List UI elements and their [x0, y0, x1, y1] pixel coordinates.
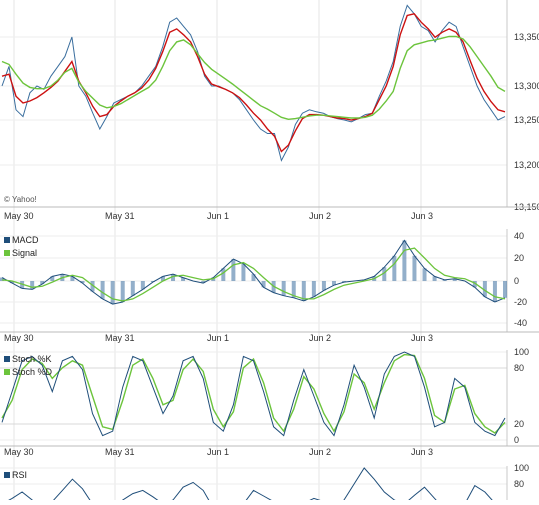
x-tick-label: Jun 3 — [411, 333, 433, 343]
legend-label-signal: Signal — [12, 248, 37, 258]
y-tick-label: 80 — [514, 363, 524, 373]
y-tick-label: 80 — [514, 479, 524, 489]
y-tick-label: 40 — [514, 231, 524, 241]
x-tick-label: May 30 — [4, 333, 34, 343]
y-tick-label: 0 — [514, 435, 519, 445]
y-tick-label: 13,350 — [514, 32, 539, 42]
stoch-k-line — [1, 351, 506, 437]
legend-label-macd: MACD — [12, 235, 39, 245]
copyright-text: © Yahoo! — [4, 195, 37, 204]
rsi-line — [1, 467, 500, 505]
legend-label-rsi: RSI — [12, 470, 27, 480]
y-tick-label: -20 — [514, 297, 527, 307]
y-tick-label: 100 — [514, 347, 529, 357]
x-tick-label: Jun 1 — [207, 211, 229, 221]
x-tick-label: May 31 — [105, 211, 135, 221]
stoch-d-line — [1, 353, 506, 434]
x-tick-label: Jun 3 — [411, 211, 433, 221]
y-tick-label: 0 — [514, 276, 519, 286]
x-tick-label: May 30 — [4, 447, 34, 457]
x-tick-label: Jun 1 — [207, 333, 229, 343]
legend-label-stoch-d: Stoch %D — [12, 367, 53, 377]
legend-swatch-macd — [4, 237, 10, 243]
x-tick-label: Jun 2 — [309, 211, 331, 221]
y-tick-label: 13,250 — [514, 115, 539, 125]
x-tick-label: May 31 — [105, 447, 135, 457]
y-tick-label: -40 — [514, 318, 527, 328]
series-line-ma_short — [1, 13, 506, 153]
y-tick-label: 20 — [514, 253, 524, 263]
legend-swatch-stoch-d — [4, 369, 10, 375]
x-tick-label: May 31 — [105, 333, 135, 343]
signal-line — [1, 247, 506, 302]
y-tick-label: 100 — [514, 463, 529, 473]
series-line-ma_long — [1, 35, 506, 121]
series-line-price — [1, 4, 506, 162]
macd-line — [1, 239, 506, 305]
x-tick-label: Jun 2 — [309, 447, 331, 457]
legend-label-stoch-k: Stoch %K — [12, 354, 52, 364]
x-tick-label: Jun 2 — [309, 333, 331, 343]
x-tick-label: May 30 — [4, 211, 34, 221]
x-tick-label: Jun 1 — [207, 447, 229, 457]
y-tick-label: 13,200 — [514, 160, 539, 170]
x-tick-label: Jun 3 — [411, 447, 433, 457]
legend-swatch-stoch-k — [4, 356, 10, 362]
legend-swatch-signal — [4, 250, 10, 256]
y-tick-label: 20 — [514, 419, 524, 429]
y-tick-label: 13,300 — [514, 81, 539, 91]
legend-swatch-rsi — [4, 472, 10, 478]
